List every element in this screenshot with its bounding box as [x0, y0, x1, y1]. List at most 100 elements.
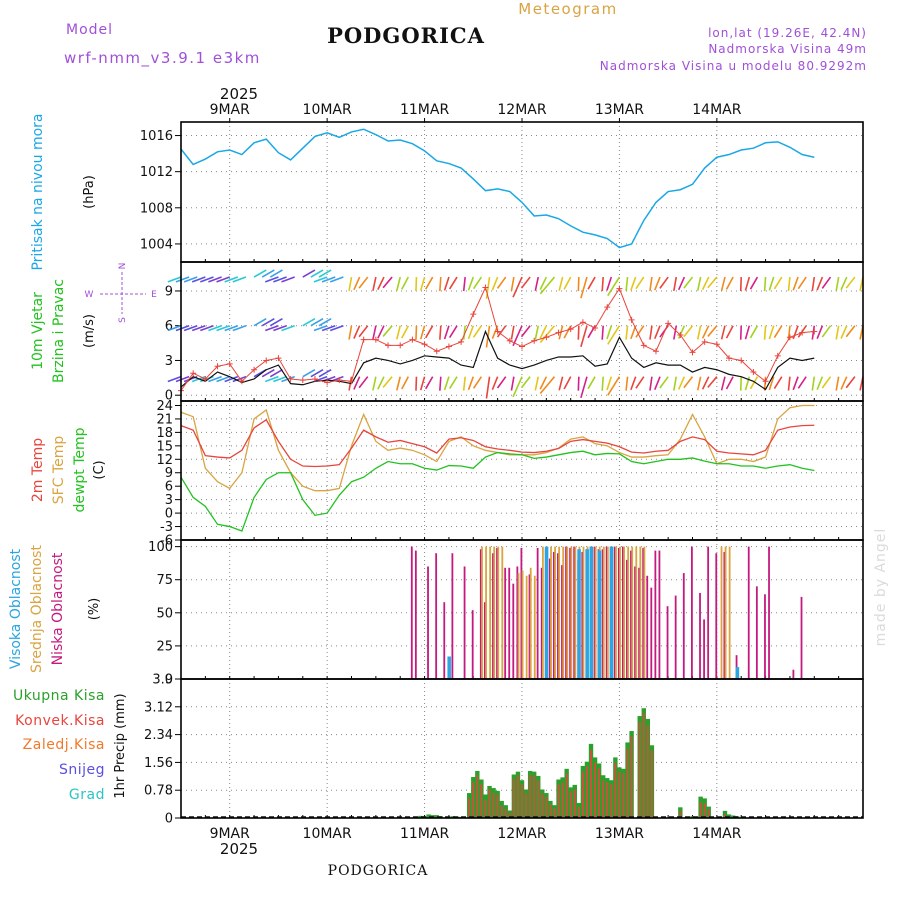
wind-arrow: [588, 277, 595, 289]
low-cloud-bar: [464, 566, 466, 679]
conv-rain-bar: [517, 775, 519, 818]
wind-arrow: [426, 326, 433, 338]
wind-tick-label: 6: [165, 319, 173, 334]
conv-rain-bar: [558, 784, 560, 818]
low-cloud-bar: [703, 619, 705, 679]
conv-rain-bar: [570, 791, 572, 818]
wind-arrow: [822, 326, 830, 337]
pressure-tick-label: 1004: [140, 237, 173, 252]
low-cloud-bar: [659, 551, 661, 679]
low-cloud-bar: [683, 573, 685, 679]
wind-gust-marker: [470, 311, 476, 317]
wind-arrow: [440, 326, 441, 340]
wind-tick-label: 9: [165, 284, 173, 299]
wind-arrow: [817, 277, 822, 290]
precip-tick-label: 1.56: [144, 756, 173, 771]
wind-arrow: [703, 326, 709, 339]
top-day-label: 12MAR: [497, 102, 546, 118]
mid-cloud-bar: [562, 547, 564, 679]
compass-w: W: [85, 290, 94, 300]
wind-arrow: [650, 277, 652, 291]
pressure-ylabel-name: Pritisak na nivou mora: [30, 113, 46, 270]
wind-arrow: [535, 377, 538, 391]
wind-gust-marker: [446, 344, 452, 350]
legend-conv-rain: Konvek.Kisa: [15, 713, 105, 729]
wind-arrow: [474, 377, 482, 389]
wind-arrow: [674, 326, 676, 340]
wind-label-line2: Brzina i Pravac: [51, 279, 67, 383]
conv-rain-bar: [513, 779, 515, 818]
wind-arrow: [745, 277, 749, 290]
mid-cloud-bar: [534, 576, 536, 679]
wind-arrow: [511, 377, 513, 391]
wind-arrow: [774, 377, 781, 389]
wind-arrow: [841, 277, 847, 290]
mid-cloud-bar: [615, 547, 617, 679]
low-cloud-bar: [411, 547, 413, 679]
meteogram-label: Meteogram: [518, 0, 617, 18]
pressure-tick-label: 1016: [140, 129, 173, 144]
legend-frz-rain: Zaledj.Kisa: [23, 737, 105, 753]
wind-arrow: [564, 377, 571, 389]
low-cloud-bar: [707, 547, 709, 679]
mid-cloud-bar: [583, 547, 585, 679]
wind-arrow: [397, 277, 400, 291]
mid-cloud-bar: [481, 547, 483, 679]
wind-arrow: [631, 377, 636, 390]
wind-arrow: [492, 277, 497, 290]
high-cloud-bar: [736, 667, 740, 679]
wind-arrow: [564, 277, 571, 289]
wind-arrow: [397, 377, 400, 391]
wind-arrow: [521, 377, 530, 388]
conv-rain-bar: [493, 793, 495, 818]
top-day-label: 10MAR: [303, 102, 352, 118]
footer-station: PODGORICA: [328, 863, 429, 879]
mid-cloud-bar: [627, 547, 629, 679]
conv-rain-bar: [533, 775, 535, 818]
top-day-label: 9MAR: [210, 102, 251, 118]
precip-tick-label: 0: [165, 812, 173, 827]
mid-cloud-bar: [570, 547, 572, 679]
pressure-line: [181, 129, 814, 247]
wind-arrow: [421, 277, 425, 290]
mid-cloud-bar: [530, 568, 532, 679]
low-cloud-bar: [691, 547, 693, 679]
low-cloud-bar: [768, 547, 770, 679]
compass-e: E: [151, 290, 157, 300]
wind-gust-marker: [543, 334, 549, 340]
wind-arrow: [513, 377, 522, 397]
mid-cloud-bar: [643, 547, 645, 679]
high-cloud-bar: [610, 547, 614, 679]
wind-arrow: [841, 326, 847, 339]
wind-gust-marker: [580, 319, 586, 325]
wind-arrow: [655, 277, 660, 290]
mid-cloud-bar: [493, 547, 495, 679]
wind-arrow: [650, 326, 652, 340]
top-day-label: 11MAR: [400, 102, 449, 118]
high-cloud-bar: [585, 549, 589, 679]
bottom-day-label: 9MAR: [210, 826, 251, 842]
wind-arrow: [769, 326, 773, 339]
conv-rain-bar: [480, 784, 482, 818]
clouds-tick-label: 25: [156, 639, 173, 654]
wind-arrow: [450, 326, 457, 338]
conv-rain-bar: [545, 797, 547, 818]
wind-arrow: [426, 277, 433, 289]
wind-arrow: [378, 377, 384, 390]
clouds-tick-label: 75: [156, 573, 173, 588]
mid-cloud-bar: [725, 547, 727, 679]
mid-cloud-bar: [485, 547, 487, 679]
station-title: PODGORICA: [327, 23, 485, 48]
precip-tick-label: 0.78: [144, 784, 173, 799]
mid-cloud-bar: [623, 547, 625, 679]
wind-arrow: [607, 377, 611, 390]
precip-ylabel: 1hr Precip (mm): [113, 693, 128, 798]
conv-rain-bar: [590, 750, 592, 818]
wind-arrow: [440, 277, 441, 291]
wind-arrow: [836, 377, 838, 391]
conv-rain-bar: [468, 798, 470, 818]
wind-arrow: [349, 326, 351, 340]
